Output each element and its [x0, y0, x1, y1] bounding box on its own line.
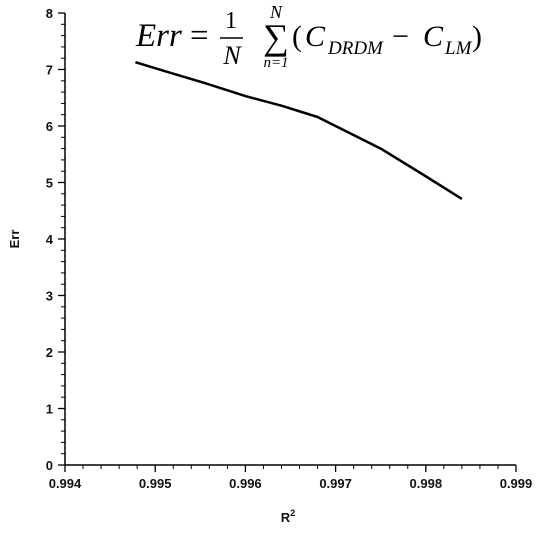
- formula-minus: −: [392, 20, 409, 53]
- formula-frac-denominator: N: [222, 41, 242, 70]
- formula-lhs: Err: [135, 18, 182, 54]
- y-tick-label: 5: [46, 176, 53, 191]
- formula-paren-close: ): [472, 20, 482, 53]
- formula-annotation: Err = 1 N N ∑ n=1 ( C DRDM − C LM ): [135, 2, 482, 71]
- y-tick-label: 7: [46, 63, 53, 78]
- y-tick-label: 1: [46, 402, 53, 417]
- tick-labels: 0.994 0.995 0.996 0.997 0.998 0.999 0 1 2 3 4 5 6 7 8: [46, 6, 533, 491]
- series-line: [135, 61, 463, 200]
- x-tick-label: 0.999: [500, 476, 533, 491]
- x-tick-label: 0.995: [139, 476, 172, 491]
- y-tick-label: 2: [46, 345, 53, 360]
- y-tick-label: 6: [46, 119, 53, 134]
- y-tick-label: 0: [46, 458, 53, 473]
- formula-term1: C: [305, 20, 326, 53]
- formula-term1-sub: DRDM: [327, 38, 384, 59]
- x-axis-title: R2: [281, 508, 295, 525]
- y-tick-label: 8: [46, 6, 53, 21]
- formula-term2: C: [423, 20, 444, 53]
- x-axis-title-superscript: 2: [290, 508, 295, 518]
- formula-frac-numerator: 1: [225, 8, 237, 34]
- formula-term2-sub: LM: [444, 38, 473, 59]
- x-tick-label: 0.997: [319, 476, 352, 491]
- x-tick-label: 0.994: [49, 476, 82, 491]
- x-tick-label: 0.998: [410, 476, 443, 491]
- formula-sum-sign: ∑: [263, 17, 289, 57]
- formula-paren-open: (: [292, 20, 302, 53]
- x-axis-title-main: R: [281, 510, 291, 525]
- x-tick-label: 0.996: [229, 476, 262, 491]
- y-axis-title: Err: [7, 230, 22, 249]
- formula-equals: =: [190, 18, 209, 54]
- y-tick-label: 3: [46, 289, 53, 304]
- formula-sum-upper: N: [269, 2, 283, 22]
- ticks: [58, 12, 517, 472]
- y-tick-label: 4: [46, 232, 54, 247]
- formula-sum-lower: n=1: [263, 55, 288, 71]
